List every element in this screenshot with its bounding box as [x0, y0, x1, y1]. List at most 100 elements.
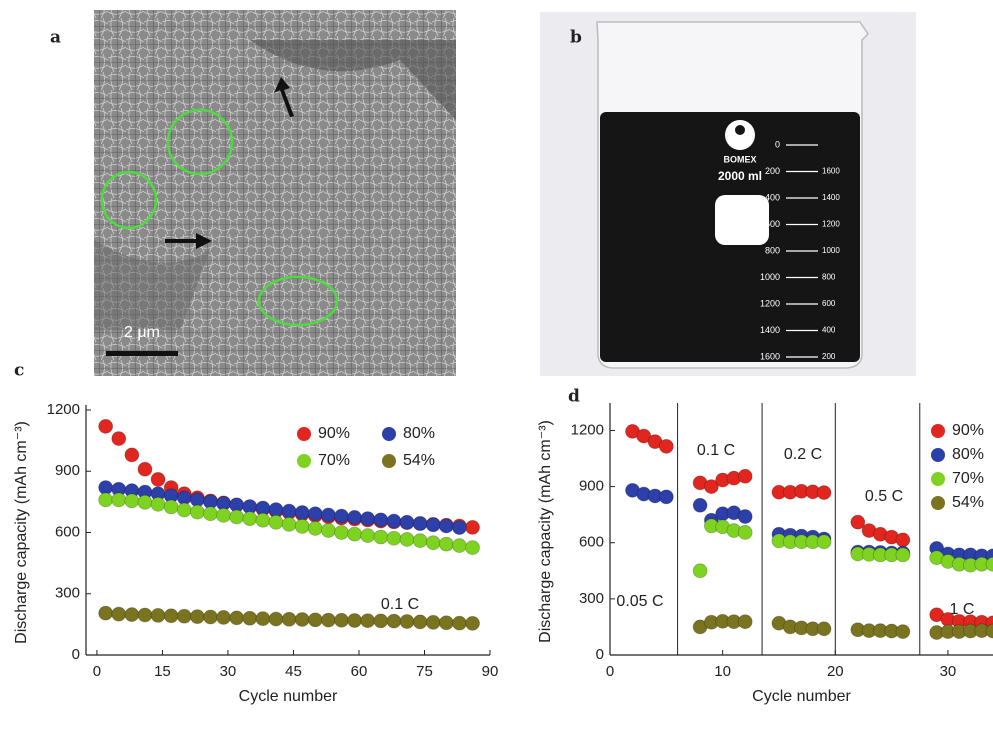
data-point — [230, 510, 244, 524]
data-point — [243, 512, 257, 526]
data-point — [321, 508, 335, 522]
data-point — [374, 513, 388, 527]
data-point — [452, 539, 466, 553]
data-point — [282, 612, 296, 626]
data-point — [466, 616, 480, 630]
legend-marker — [931, 424, 945, 438]
x-tick-label: 75 — [416, 663, 433, 680]
x-axis-label: Cycle number — [752, 688, 851, 705]
data-point — [269, 515, 283, 529]
figure: a 2 μm b BOMEX 2000 ml 02004006008001000… — [0, 0, 993, 738]
sem-image — [94, 10, 456, 376]
data-point — [452, 616, 466, 630]
data-point — [282, 504, 296, 518]
data-point — [361, 614, 375, 628]
data-point — [99, 419, 113, 433]
annotation: 0.1 C — [697, 442, 735, 459]
data-point — [230, 611, 244, 625]
data-point — [138, 462, 152, 476]
beaker-scale-label: 800 — [822, 273, 836, 282]
data-point — [112, 607, 126, 621]
data-point — [256, 612, 270, 626]
data-point — [99, 493, 113, 507]
data-point — [282, 517, 296, 531]
data-point — [151, 472, 165, 486]
data-point — [151, 497, 165, 511]
legend-marker — [931, 472, 945, 486]
data-point — [896, 548, 910, 562]
legend-marker — [931, 448, 945, 462]
beaker-scale-label: 200 — [765, 166, 780, 176]
data-point — [693, 498, 707, 512]
annotation: 0.05 C — [616, 593, 663, 610]
beaker-volume: 2000 ml — [718, 169, 762, 183]
legend-label: 80% — [952, 446, 984, 463]
data-point — [738, 525, 752, 539]
y-tick-label: 900 — [579, 478, 604, 495]
beaker-scale-label: 200 — [822, 352, 836, 361]
x-tick-label: 0 — [93, 663, 101, 680]
beaker-photo — [540, 12, 916, 376]
data-point — [817, 622, 831, 636]
data-point — [151, 608, 165, 622]
y-axis-label: Discharge capacity (mAh cm⁻³) — [13, 421, 30, 644]
beaker-scale-label: 1200 — [822, 220, 840, 229]
legend-marker — [382, 454, 396, 468]
data-point — [112, 493, 126, 507]
data-point — [308, 507, 322, 521]
data-point — [112, 432, 126, 446]
legend-label: 54% — [403, 452, 435, 469]
beaker-scale-label: 1400 — [760, 325, 780, 335]
data-point — [190, 505, 204, 519]
beaker-scale-label: 400 — [822, 326, 836, 335]
data-point — [295, 519, 309, 533]
data-point — [217, 508, 231, 522]
data-point — [217, 610, 231, 624]
data-point — [269, 612, 283, 626]
data-point — [439, 616, 453, 630]
beaker-scale-label: 600 — [765, 219, 780, 229]
panel-label: b — [570, 28, 582, 48]
data-point — [125, 448, 139, 462]
beaker-scale-label: 400 — [765, 192, 780, 202]
beaker-scale-label: 1200 — [760, 298, 780, 308]
data-point — [125, 494, 139, 508]
data-point — [738, 510, 752, 524]
beaker-scale-label: 1400 — [822, 193, 840, 202]
y-tick-label: 0 — [72, 646, 80, 663]
data-point — [387, 514, 401, 528]
beaker-scale-label: 1000 — [822, 246, 840, 255]
data-point — [321, 613, 335, 627]
data-point — [896, 533, 910, 547]
legend-marker — [297, 427, 311, 441]
data-point — [177, 503, 191, 517]
data-point — [177, 609, 191, 623]
data-point — [256, 513, 270, 527]
data-point — [738, 615, 752, 629]
data-point — [361, 529, 375, 543]
data-point — [413, 615, 427, 629]
data-point — [348, 613, 362, 627]
x-tick-label: 90 — [482, 663, 499, 680]
data-point — [466, 541, 480, 555]
data-point — [387, 531, 401, 545]
x-tick-label: 45 — [285, 663, 302, 680]
data-point — [466, 520, 480, 534]
data-point — [203, 507, 217, 521]
data-point — [387, 614, 401, 628]
legend-marker — [382, 427, 396, 441]
data-point — [335, 613, 349, 627]
data-point — [413, 517, 427, 531]
data-point — [426, 536, 440, 550]
data-point — [738, 469, 752, 483]
data-point — [817, 535, 831, 549]
data-point — [817, 486, 831, 500]
beaker-scale-label: 0 — [775, 139, 780, 149]
data-point — [400, 515, 414, 529]
x-axis-label: Cycle number — [239, 688, 338, 705]
data-point — [439, 519, 453, 533]
x-tick-label: 10 — [714, 663, 731, 680]
panel-label: d — [568, 387, 580, 407]
beaker-scale-label: 800 — [765, 245, 780, 255]
annotation: 0.5 C — [865, 488, 903, 505]
